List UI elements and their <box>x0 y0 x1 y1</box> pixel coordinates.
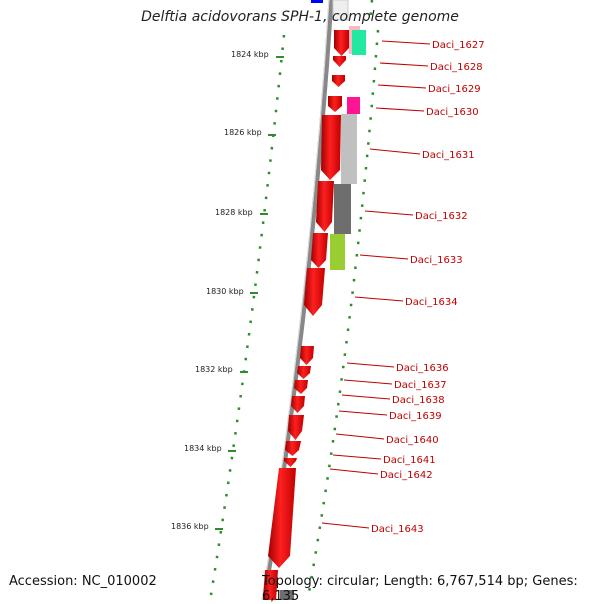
gene-label-daci-1630: Daci_1630 <box>426 107 479 118</box>
kbp-tick-label: 1830 kbp <box>206 287 244 296</box>
gene-label-daci-1631: Daci_1631 <box>422 150 475 161</box>
accession-text: Accession: NC_010002 <box>9 574 157 589</box>
gene-arrow <box>321 115 341 180</box>
gene-arrow <box>311 233 328 268</box>
gene-label-daci-1642: Daci_1642 <box>380 470 433 481</box>
gene-arrow <box>263 570 278 600</box>
cog-bar-dark-gray <box>334 184 351 234</box>
gene-label-daci-1628: Daci_1628 <box>430 62 483 73</box>
gene-label-daci-1643: Daci_1643 <box>371 524 424 535</box>
feature-top-light <box>332 0 349 21</box>
gene-label-leaders <box>321 40 431 529</box>
gene-label-daci-1638: Daci_1638 <box>392 395 445 406</box>
gene-arrow <box>268 468 296 568</box>
feature-blue <box>311 0 323 3</box>
gene-label-daci-1640: Daci_1640 <box>386 435 439 446</box>
gene-arrow <box>285 441 301 456</box>
gene-label-daci-1636: Daci_1636 <box>396 363 449 374</box>
kbp-tick-label: 1824 kbp <box>231 50 269 59</box>
kbp-tick-label: 1828 kbp <box>215 208 253 217</box>
gene-arrow <box>334 30 349 56</box>
kbp-ticks <box>215 56 284 530</box>
feature-bottom-gray <box>280 590 294 600</box>
gene-label-daci-1627: Daci_1627 <box>432 40 485 51</box>
gene-label-daci-1633: Daci_1633 <box>410 255 463 266</box>
gene-arrow <box>294 380 308 394</box>
kbp-tick-label: 1826 kbp <box>224 128 262 137</box>
gene-arrow <box>288 415 304 440</box>
gene-arrow <box>332 75 345 87</box>
gene-label-daci-1632: Daci_1632 <box>415 211 468 222</box>
kbp-tick-label: 1834 kbp <box>184 444 222 453</box>
gene-arrow <box>304 268 325 316</box>
map-title: Delftia acidovorans SPH-1, complete geno… <box>141 9 459 25</box>
gene-arrow <box>297 366 311 379</box>
cog-bar-yellowgreen <box>330 234 345 270</box>
cog-bar-light-gray <box>341 114 357 184</box>
kbp-tick-label: 1836 kbp <box>171 522 209 531</box>
gene-arrow <box>291 396 305 413</box>
gene-label-daci-1641: Daci_1641 <box>383 455 436 466</box>
gene-arrow <box>316 181 334 232</box>
inner-dotted-ring <box>209 34 286 596</box>
gene-arrow <box>328 96 342 112</box>
gene-label-daci-1637: Daci_1637 <box>394 380 447 391</box>
gene-label-daci-1629: Daci_1629 <box>428 84 481 95</box>
gene-arrows <box>263 30 349 600</box>
gene-arrow <box>284 458 297 467</box>
kbp-tick-label: 1832 kbp <box>195 365 233 374</box>
gene-arrow <box>300 346 314 365</box>
gene-arrow <box>333 56 346 67</box>
gene-label-daci-1639: Daci_1639 <box>389 411 442 422</box>
gene-label-daci-1634: Daci_1634 <box>405 297 458 308</box>
cog-bar-magenta <box>347 97 360 114</box>
cog-bar-teal <box>352 30 366 55</box>
